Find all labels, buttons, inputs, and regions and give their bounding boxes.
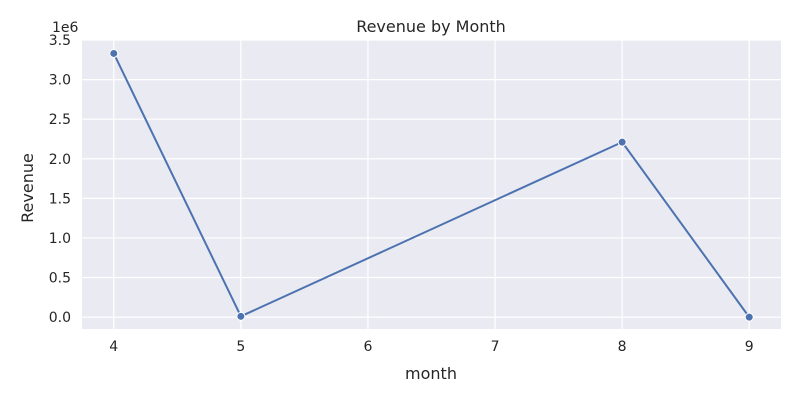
data-point — [236, 311, 246, 321]
data-point — [617, 137, 627, 147]
data-point — [109, 48, 119, 58]
y-tick-label: 2.5 — [49, 112, 71, 128]
x-tick-label: 8 — [618, 339, 627, 355]
series-group — [109, 48, 754, 322]
y-axis-ticks: 0.0 0.5 1.0 1.5 2.0 2.5 3.0 3.5 — [49, 33, 71, 326]
y-tick-label: 3.5 — [49, 33, 71, 49]
x-tick-label: 6 — [363, 339, 372, 355]
y-tick-label: 2.0 — [49, 152, 71, 168]
y-tick-label: 0.5 — [49, 271, 71, 287]
x-tick-label: 7 — [491, 339, 500, 355]
x-tick-label: 4 — [109, 339, 118, 355]
y-tick-label: 0.0 — [49, 310, 71, 326]
x-axis-ticks: 4 5 6 7 8 9 — [109, 339, 753, 355]
y-tick-label: 1.0 — [49, 231, 71, 247]
y-axis-label: Revenue — [18, 153, 37, 223]
y-tick-label: 1.5 — [49, 191, 71, 207]
x-tick-label: 9 — [745, 339, 754, 355]
plot-area — [82, 40, 781, 329]
x-axis-label: month — [405, 364, 457, 383]
revenue-series-line — [112, 53, 751, 318]
grid-lines — [82, 39, 781, 329]
chart-title: Revenue by Month — [356, 17, 506, 36]
y-tick-label: 3.0 — [49, 73, 71, 89]
x-tick-label: 5 — [236, 339, 245, 355]
y-axis-offset-label: 1e6 — [52, 20, 79, 36]
data-point — [744, 312, 754, 322]
